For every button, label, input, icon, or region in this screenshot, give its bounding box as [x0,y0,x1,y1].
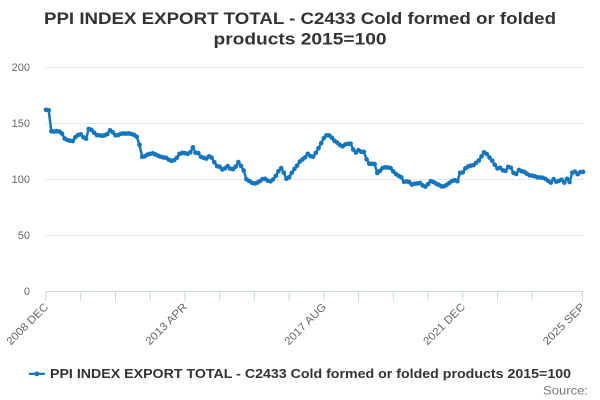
svg-text:100: 100 [12,174,30,186]
svg-text:PPI INDEX EXPORT TOTAL - C2433: PPI INDEX EXPORT TOTAL - C2433 Cold form… [50,366,571,381]
svg-text:50: 50 [18,230,30,242]
svg-text:products 2015=100: products 2015=100 [214,30,387,49]
svg-text:200: 200 [12,62,30,74]
svg-text:PPI INDEX EXPORT TOTAL - C2433: PPI INDEX EXPORT TOTAL - C2433 Cold form… [44,9,556,28]
svg-text:0: 0 [24,286,30,298]
svg-text:Source:: Source: [543,383,588,397]
svg-text:150: 150 [12,118,30,130]
